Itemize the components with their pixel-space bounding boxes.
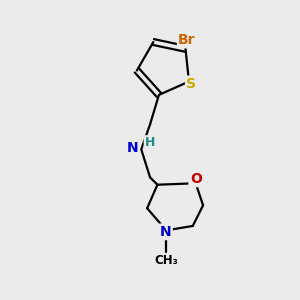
Text: H: H: [145, 136, 155, 149]
Text: S: S: [186, 77, 196, 91]
Text: N: N: [127, 141, 139, 155]
Text: CH₃: CH₃: [154, 254, 178, 267]
Text: O: O: [190, 172, 202, 186]
Text: Br: Br: [178, 33, 196, 47]
Text: N: N: [160, 225, 172, 239]
